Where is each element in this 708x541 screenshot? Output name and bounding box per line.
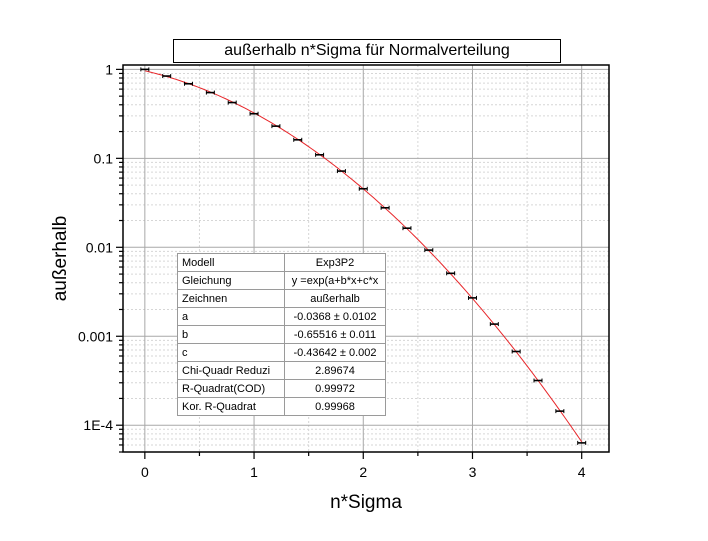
fit-parameters-table: Modell Exp3P2 Gleichung y =exp(a+b*x+c*x Zei… [177,253,386,416]
data-point [162,74,172,79]
fit-table-value: Exp3P2 [284,253,386,272]
fit-table-row: c -0.43642 ± 0.002 [177,343,386,362]
fit-table-row: a -0.0368 ± 0.0102 [177,307,386,326]
fit-table-row: Chi-Quadr Reduzi 2.89674 [177,361,386,380]
y-tick-label: 0.001 [78,328,113,344]
fit-table-row: Kor. R-Quadrat 0.99968 [177,397,386,416]
fit-table-value: -0.0368 ± 0.0102 [284,307,386,326]
fit-table-value: 0.99968 [284,397,386,416]
data-point [315,152,325,157]
y-axis-ticks: 1 0.1 0.01 0.001 1E-4 [78,61,123,453]
fit-table-value: 0.99972 [284,379,386,398]
x-tick-label: 1 [250,464,258,480]
fit-table-row: b -0.65516 ± 0.011 [177,325,386,344]
data-point [467,295,477,300]
fit-table-row: R-Quadrat(COD) 0.99972 [177,379,386,398]
fit-table-label: R-Quadrat(COD) [177,379,285,398]
x-tick-label: 4 [578,464,586,480]
fit-table-label: Chi-Quadr Reduzi [177,361,285,380]
data-point [293,137,303,142]
data-point [577,440,587,445]
data-point [249,111,259,116]
data-point [336,169,346,174]
data-point [184,81,194,86]
data-point [402,226,412,231]
fit-table-value: 2.89674 [284,361,386,380]
y-tick-label: 0.01 [86,239,113,255]
fit-table-row: Gleichung y =exp(a+b*x+c*x [177,271,386,290]
x-axis-label: n*Sigma [330,492,402,513]
fit-table-label: Kor. R-Quadrat [177,397,285,416]
fit-table-value: -0.65516 ± 0.011 [284,325,386,344]
fit-table-label: a [177,307,285,326]
fit-table-value: außerhalb [284,289,386,308]
fit-table-label: Modell [177,253,285,272]
fit-table-row: Zeichnen außerhalb [177,289,386,308]
fit-table-label: Gleichung [177,271,285,290]
data-point [489,322,499,327]
x-axis-ticks: 0 1 2 3 4 [141,452,586,480]
data-point [227,100,237,105]
x-tick-label: 0 [141,464,149,480]
data-point [358,186,368,191]
fit-table-value: -0.43642 ± 0.002 [284,343,386,362]
y-tick-label: 0.1 [94,150,114,166]
data-point [205,90,215,95]
data-point [446,271,456,276]
data-point [140,67,150,72]
data-point [380,205,390,210]
data-point [424,248,434,253]
data-point [555,409,565,414]
x-tick-label: 2 [359,464,367,480]
fit-table-label: Zeichnen [177,289,285,308]
data-point [511,349,521,354]
fit-table-value: y =exp(a+b*x+c*x [284,271,386,290]
data-point [271,124,281,129]
plot-frame [122,64,610,453]
fit-table-label: b [177,325,285,344]
data-point [533,378,543,383]
y-tick-label: 1E-4 [83,417,113,433]
y-tick-label: 1 [105,61,113,77]
chart-title: außerhalb n*Sigma für Normalverteilung [173,39,561,63]
data-points [140,67,587,445]
x-tick-label: 3 [469,464,477,480]
y-axis-label: außerhalb [50,216,71,302]
fit-table-row: Modell Exp3P2 [177,253,386,272]
fit-table-label: c [177,343,285,362]
